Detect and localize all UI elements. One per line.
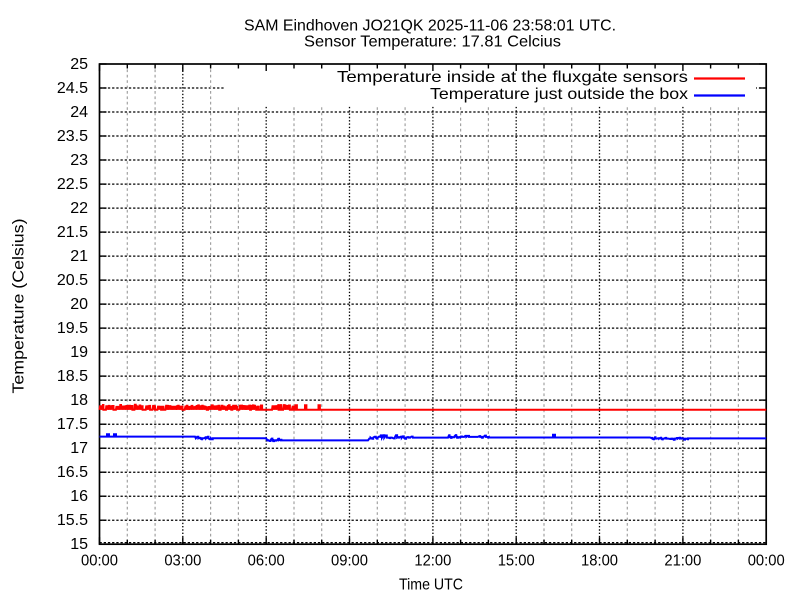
svg-text:Temperature just outside the b: Temperature just outside the box bbox=[430, 86, 688, 103]
svg-text:17: 17 bbox=[70, 440, 88, 457]
svg-text:Time UTC: Time UTC bbox=[399, 577, 463, 594]
svg-text:15:00: 15:00 bbox=[498, 553, 535, 570]
svg-text:21.5: 21.5 bbox=[57, 224, 88, 241]
svg-text:16.5: 16.5 bbox=[57, 464, 88, 481]
svg-text:20.5: 20.5 bbox=[57, 272, 88, 289]
svg-text:17.5: 17.5 bbox=[57, 416, 88, 433]
svg-text:Temperature inside at the flux: Temperature inside at the fluxgate senso… bbox=[337, 69, 688, 86]
svg-text:21:00: 21:00 bbox=[664, 553, 701, 570]
svg-text:18: 18 bbox=[70, 392, 88, 409]
svg-text:06:00: 06:00 bbox=[248, 553, 285, 570]
svg-text:21: 21 bbox=[70, 248, 88, 265]
svg-text:16: 16 bbox=[70, 488, 88, 505]
svg-text:00:00: 00:00 bbox=[81, 553, 118, 570]
svg-text:19: 19 bbox=[70, 344, 88, 361]
svg-text:24.5: 24.5 bbox=[57, 80, 88, 97]
svg-text:09:00: 09:00 bbox=[331, 553, 368, 570]
svg-text:20: 20 bbox=[70, 296, 88, 313]
svg-text:23: 23 bbox=[70, 152, 88, 169]
svg-text:Temperature (Celsius): Temperature (Celsius) bbox=[11, 219, 28, 394]
svg-text:SAM Eindhoven JO21QK 2025-11-0: SAM Eindhoven JO21QK 2025-11-06 23:58:01… bbox=[244, 18, 616, 35]
svg-text:00:00: 00:00 bbox=[748, 553, 785, 570]
svg-text:18.5: 18.5 bbox=[57, 368, 88, 385]
svg-text:15.5: 15.5 bbox=[57, 512, 88, 529]
svg-text:19.5: 19.5 bbox=[57, 320, 88, 337]
svg-text:18:00: 18:00 bbox=[581, 553, 618, 570]
svg-text:25: 25 bbox=[70, 56, 88, 73]
svg-text:22.5: 22.5 bbox=[57, 176, 88, 193]
svg-text:24: 24 bbox=[70, 104, 88, 121]
svg-text:22: 22 bbox=[70, 200, 88, 217]
svg-text:Sensor Temperature: 17.81 Celc: Sensor Temperature: 17.81 Celcius bbox=[304, 34, 561, 51]
svg-text:12:00: 12:00 bbox=[414, 553, 451, 570]
svg-text:15: 15 bbox=[70, 536, 88, 553]
svg-text:23.5: 23.5 bbox=[57, 128, 88, 145]
svg-text:03:00: 03:00 bbox=[164, 553, 201, 570]
